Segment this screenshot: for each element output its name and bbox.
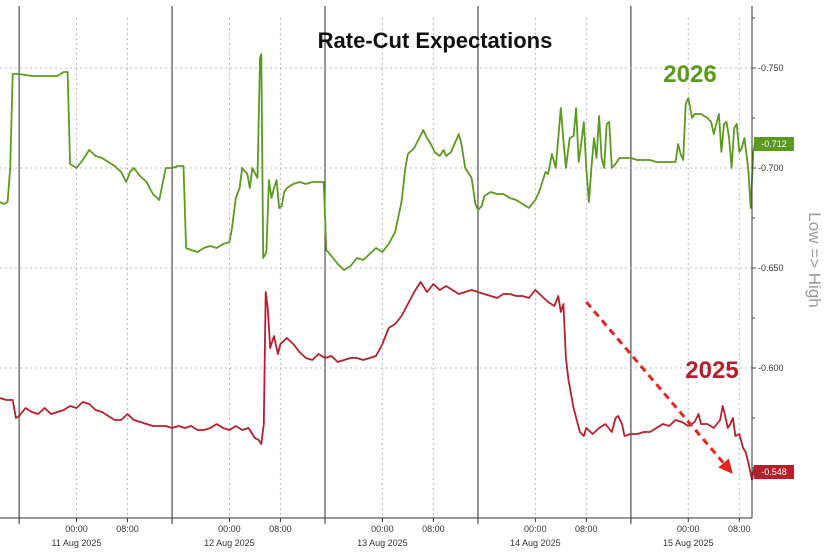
last-value-label-2026: -0.712 [761,139,787,149]
grid-layer [0,6,752,524]
x-tick-label-9: 08:00 [728,524,751,534]
y-tick-label-3: -0.600 [758,363,784,373]
x-tick-label-1: 08:00 [116,524,139,534]
date-label-4: 15 Aug 2025 [663,538,714,548]
x-tick-label-6: 00:00 [524,524,547,534]
x-tick-label-2: 00:00 [218,524,241,534]
x-tick-label-5: 08:00 [422,524,445,534]
x-tick-label-3: 08:00 [269,524,292,534]
y-tick-label-1: -0.700 [758,163,784,173]
last-value-label-2025: -0.548 [761,467,787,477]
y-axis-direction-note: Low => High [805,212,824,307]
axis-layer: -0.750 -0.700 -0.650 -0.600 00:00 08:00 00:00 0… [0,6,794,548]
last-value-flag-2025 [754,465,794,479]
series-label-2025: 2025 [685,357,738,384]
date-label-1: 12 Aug 2025 [204,538,255,548]
series-line-2025 [0,281,758,481]
x-tick-label-4: 00:00 [371,524,394,534]
x-tick-label-8: 00:00 [677,524,700,534]
last-value-flag-2026 [754,137,794,151]
series-label-2026: 2026 [663,61,716,88]
x-tick-label-7: 08:00 [575,524,598,534]
trend-arrow-head [718,458,733,474]
chart-title: Rate-Cut Expectations [318,28,553,53]
series-line-2026 [0,53,757,271]
date-label-2: 13 Aug 2025 [357,538,408,548]
y-tick-label-0: -0.750 [758,63,784,73]
y-tick-label-2: -0.650 [758,263,784,273]
series-layer [0,53,758,481]
x-tick-label-0: 00:00 [65,524,88,534]
date-label-3: 14 Aug 2025 [510,538,561,548]
annotation-layer [585,301,733,474]
date-label-0: 11 Aug 2025 [52,538,102,548]
